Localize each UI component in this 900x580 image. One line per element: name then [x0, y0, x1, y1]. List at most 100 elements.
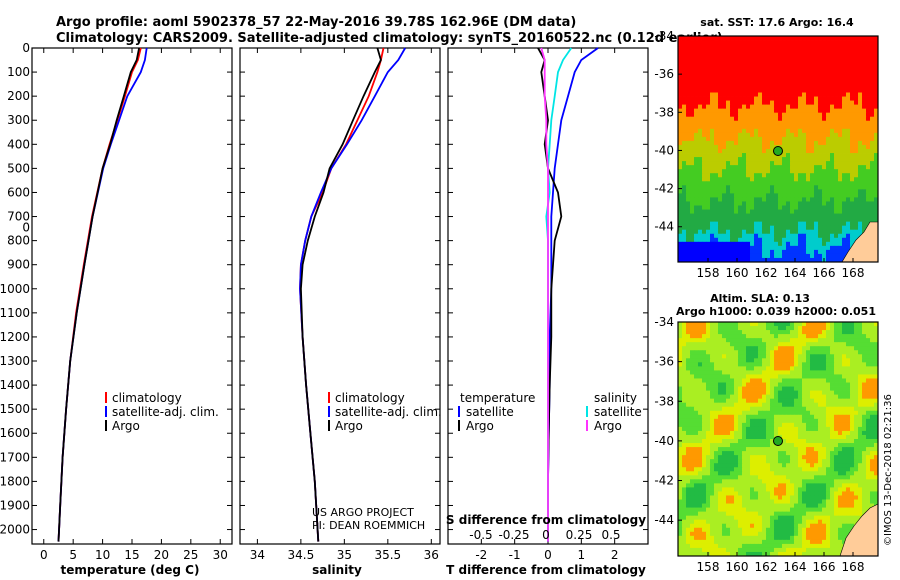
map-cell	[810, 350, 815, 355]
map-cell	[750, 326, 755, 331]
map-cell	[686, 233, 691, 239]
map-cell	[766, 455, 771, 460]
map-cell	[874, 322, 879, 327]
map-cell	[678, 334, 683, 339]
map-cell	[718, 374, 723, 379]
map-cell	[746, 209, 751, 214]
map-cell	[678, 414, 683, 420]
map-cell	[870, 439, 875, 444]
map-cell	[710, 439, 715, 444]
map-cell	[754, 165, 759, 170]
map-cell	[794, 225, 799, 231]
map-cell	[758, 36, 763, 41]
map-cell	[714, 80, 719, 85]
map-cell	[750, 205, 755, 210]
map-cell	[862, 144, 867, 150]
map-cell	[866, 326, 871, 331]
map-cell	[690, 96, 695, 101]
map-cell	[710, 48, 715, 53]
map-cell	[822, 132, 827, 138]
map-cell	[818, 173, 823, 178]
map-cell	[686, 209, 691, 214]
map-cell	[726, 68, 731, 73]
map-cell	[730, 76, 735, 81]
x-tick-label: 15	[124, 548, 139, 562]
map-cell	[778, 40, 783, 45]
map-cell	[814, 382, 819, 387]
map-cell	[858, 112, 863, 118]
map-cell	[738, 426, 743, 432]
map-cell	[858, 149, 863, 154]
map-cell	[774, 378, 779, 383]
map-cell	[814, 136, 819, 142]
map-cell	[830, 406, 835, 412]
map-cell	[870, 338, 875, 343]
map-cell	[694, 44, 699, 49]
map-cell	[790, 108, 795, 114]
map-cell	[806, 229, 811, 235]
map-cell	[826, 44, 831, 49]
map-cell	[854, 205, 859, 210]
map-cell	[710, 443, 715, 448]
map-cell	[722, 72, 727, 77]
map-cell	[762, 326, 767, 331]
map-cell	[778, 181, 783, 186]
map-cell	[750, 72, 755, 77]
map-cell	[870, 451, 875, 456]
map-cell	[838, 76, 843, 81]
map-cell	[706, 128, 711, 134]
map-cell	[810, 189, 815, 194]
map-cell	[862, 330, 867, 335]
map-cell	[842, 334, 847, 339]
map-cell	[762, 96, 767, 101]
map-cell	[778, 56, 783, 61]
map-cell	[798, 414, 803, 420]
map-cell	[746, 443, 751, 448]
map-cell	[714, 132, 719, 138]
map-cell	[834, 177, 839, 182]
map-cell	[790, 44, 795, 49]
map-cell	[814, 181, 819, 186]
map-cell	[866, 455, 871, 460]
map-cell	[806, 84, 811, 89]
map-cell	[686, 213, 691, 219]
map-cell	[690, 382, 695, 387]
map-cell	[762, 84, 767, 89]
map-cell	[726, 84, 731, 89]
map-cell	[702, 362, 707, 367]
map-cell	[766, 471, 771, 476]
map-cell	[706, 439, 711, 444]
map-cell	[742, 136, 747, 142]
map-cell	[850, 84, 855, 89]
map-cell	[786, 72, 791, 77]
map-cell	[838, 390, 843, 396]
map-cell	[786, 346, 791, 351]
map-cell	[798, 116, 803, 122]
map-cell	[714, 390, 719, 396]
map-cell	[790, 350, 795, 355]
map-cell	[706, 398, 711, 404]
map-cell	[822, 467, 827, 472]
map-cell	[678, 418, 683, 424]
map-cell	[730, 366, 735, 371]
map-cell	[818, 378, 823, 383]
map-cell	[798, 443, 803, 448]
map-cell	[818, 406, 823, 412]
map-cell	[686, 100, 691, 106]
map-cell	[774, 334, 779, 339]
map-cell	[798, 44, 803, 49]
map-cell	[818, 410, 823, 416]
map-cell	[782, 362, 787, 367]
map-cell	[678, 370, 683, 375]
map-cell	[838, 181, 843, 186]
map-cell	[770, 76, 775, 81]
map-cell	[762, 322, 767, 327]
map-cell	[742, 197, 747, 202]
map-cell	[690, 80, 695, 85]
map-cell	[830, 128, 835, 134]
map-cell	[774, 213, 779, 219]
map-cell	[774, 124, 779, 130]
map-cell	[846, 169, 851, 174]
map-cell	[730, 169, 735, 174]
map-cell	[770, 205, 775, 210]
